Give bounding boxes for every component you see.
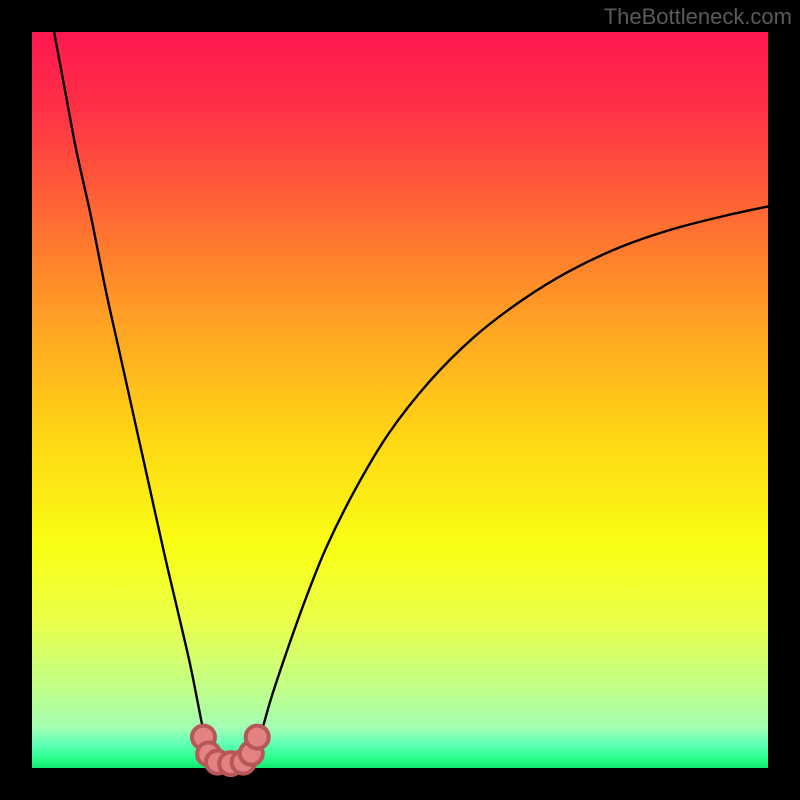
bottleneck-chart-svg: [0, 0, 800, 800]
chart-gradient-bg: [32, 32, 768, 768]
optimal-zone-marker: [246, 726, 269, 749]
watermark-text: TheBottleneck.com: [604, 4, 792, 30]
bottleneck-chart-stage: TheBottleneck.com: [0, 0, 800, 800]
